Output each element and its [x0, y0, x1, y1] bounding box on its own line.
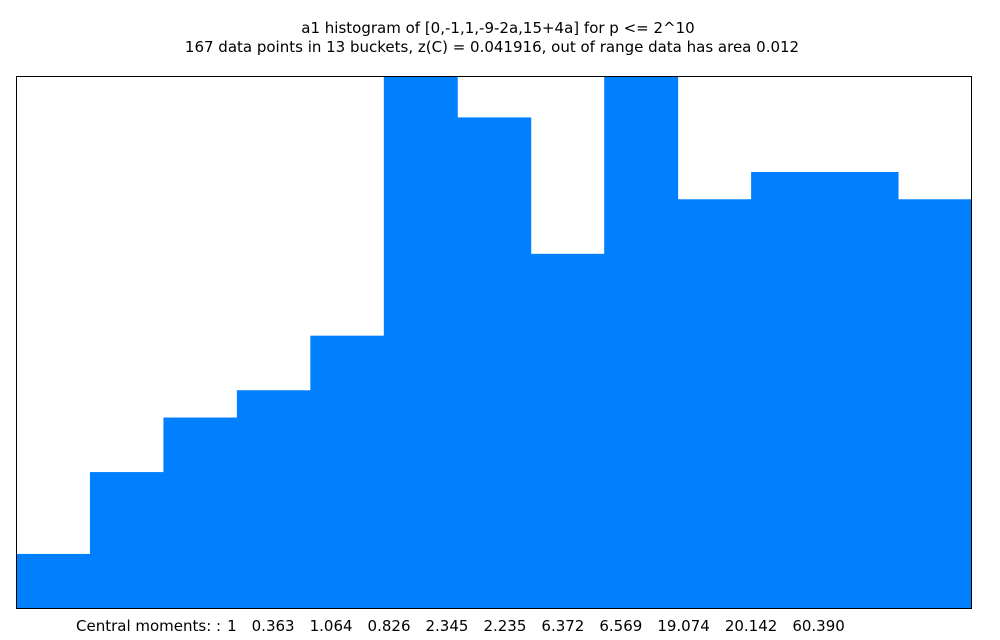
- bar: [383, 76, 458, 609]
- moment: 6.569: [599, 617, 642, 635]
- moment: 20.142: [725, 617, 778, 635]
- bar: [604, 76, 679, 609]
- footer-label: Central moments: :: [76, 617, 221, 635]
- moment: 19.074: [657, 617, 710, 635]
- moment: 0.363: [252, 617, 295, 635]
- bar: [530, 253, 605, 609]
- bar: [751, 171, 826, 609]
- moment: 1: [227, 617, 237, 635]
- chart-title: a1 histogram of [0,-1,1,-9-2a,15+4a] for…: [301, 19, 694, 37]
- bar: [898, 199, 972, 609]
- moment: 60.390: [792, 617, 845, 635]
- bar: [677, 199, 752, 609]
- bar: [236, 390, 311, 609]
- bar: [824, 171, 899, 609]
- bar: [16, 553, 91, 609]
- moment: 2.235: [483, 617, 526, 635]
- bar: [457, 117, 532, 609]
- chart-subtitle: 167 data points in 13 buckets, z(C) = 0.…: [185, 38, 799, 56]
- moment: 6.372: [541, 617, 584, 635]
- bar: [310, 335, 385, 609]
- moment: 1.064: [310, 617, 353, 635]
- moment: 2.345: [426, 617, 469, 635]
- moment: 0.826: [368, 617, 411, 635]
- bar: [163, 417, 238, 609]
- bar: [89, 472, 164, 609]
- plot-frame: [16, 76, 972, 609]
